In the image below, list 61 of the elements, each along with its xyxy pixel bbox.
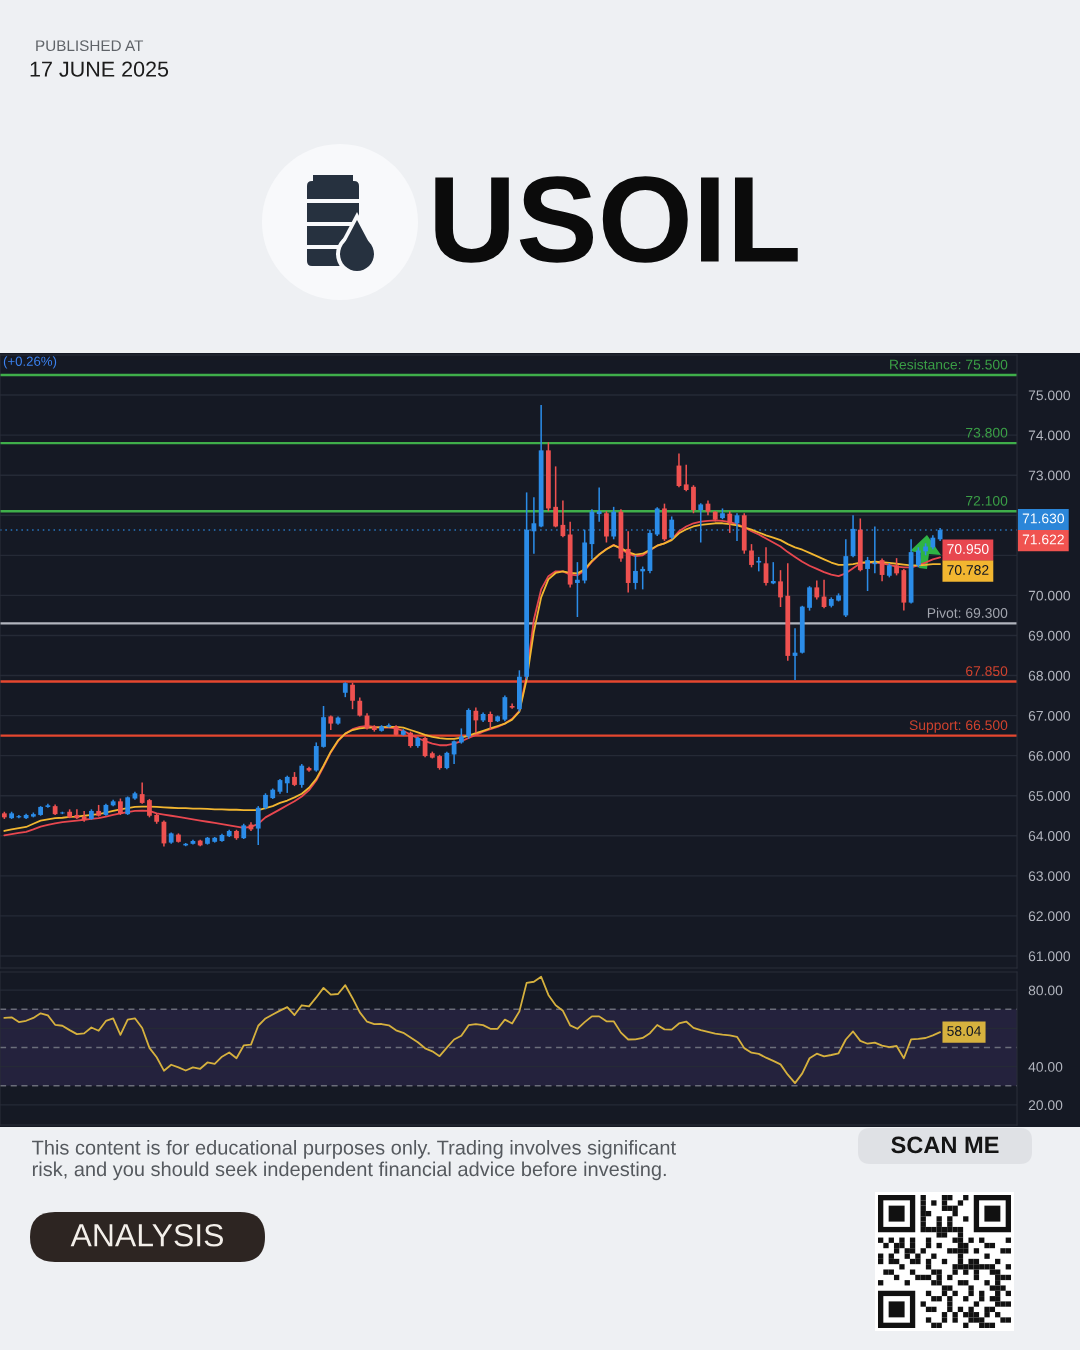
candlestick [865,556,870,592]
chart-title: USOIL [435,176,798,263]
ref-line-label: 72.100 [966,495,1008,506]
candlestick [255,805,261,846]
text: ANALYSIS [70,1223,223,1247]
candlestick [147,798,152,819]
candlestick [633,554,638,591]
y-tick-label: 80.00 [1028,985,1063,996]
y-tick-label: 75.000 [1028,390,1071,401]
y-tick-label: 62.000 [1028,911,1071,922]
ref-line-label: Pivot: 69.300 [927,607,1008,618]
annotation: (+0.26%) [3,356,57,369]
y-tick-label: 73.000 [1028,470,1071,481]
candlestick [814,579,820,601]
candlestick [698,502,704,544]
candlestick [915,546,921,569]
y-tick-label: 61.000 [1028,951,1071,962]
candlestick [683,464,689,492]
candlestick [74,808,80,820]
y-tick-label: 69.000 [1028,630,1071,641]
candlestick [749,543,754,569]
candlestick [778,569,783,608]
text: SCAN ME [891,1136,999,1154]
data-label: 70.782 [947,565,989,575]
data-label: 58.04 [947,1026,981,1036]
candlestick [299,763,305,789]
candlestick [807,585,812,612]
text: This content is for educational purposes only. Trading involves significant risk, and you should seek independent financial advice before investing. [32,1140,676,1181]
ref-line-label: 73.800 [966,427,1008,438]
text: 71.622 [1022,534,1064,545]
text: 17 JUNE 2025 [30,61,169,77]
candlestick [139,781,145,805]
ref-line-label: 67.850 [966,666,1008,677]
y-tick-label: 64.000 [1028,831,1071,841]
candlestick [691,484,696,515]
candlestick [350,681,355,710]
candlestick [502,694,508,722]
y-tick-label: 40.00 [1028,1062,1063,1072]
candlestick [596,486,602,523]
candlestick [669,515,675,541]
y-tick-label: 68.000 [1028,670,1071,681]
candlestick [553,465,559,529]
ref-line-label: Resistance: 75.500 [890,359,1008,370]
candlestick [604,510,609,544]
candlestick [81,810,87,823]
candlestick [473,706,479,734]
ref-line-label: 71.630 [1022,513,1065,524]
candlestick [531,496,537,555]
y-tick-label: 70.000 [1028,590,1071,601]
y-tick-label: 67.000 [1028,710,1071,721]
y-tick-label: 20.00 [1028,1100,1063,1111]
text: PUBLISHED AT [36,40,144,52]
y-tick-label: 63.000 [1028,871,1071,882]
data-label: 70.950 [947,544,989,554]
candlestick [575,561,580,618]
ref-line-label: Support: 66.500 [909,720,1008,733]
y-tick-label: 74.000 [1028,430,1071,441]
candlestick [487,710,493,731]
y-tick-label: 66.000 [1028,750,1071,761]
y-tick-label: 65.000 [1028,791,1071,801]
candlestick [756,556,762,573]
